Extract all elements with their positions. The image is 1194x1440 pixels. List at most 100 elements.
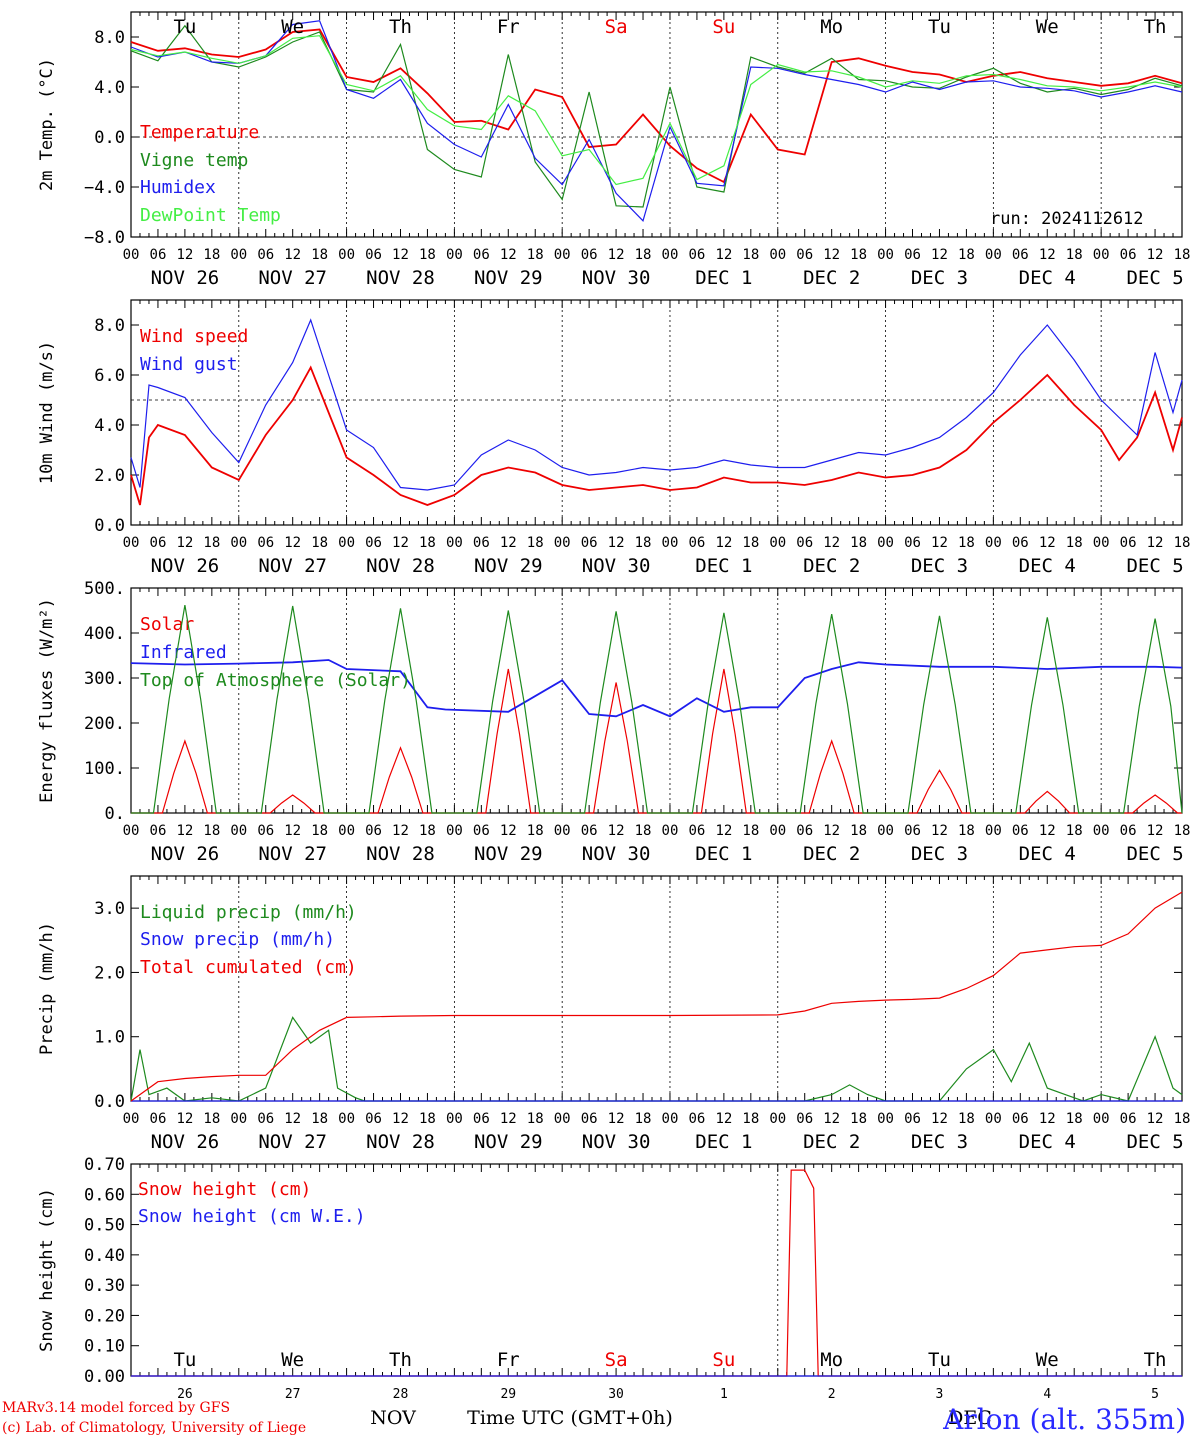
date-label: DEC 5 [1126,1131,1183,1153]
y-tick-label: 200. [84,714,125,734]
weekday-label: Tu [928,16,951,38]
day-number: 1 [720,1387,728,1402]
x-tick-label: 00 [338,247,355,263]
x-tick-label: 06 [473,247,490,263]
x-tick-label: 06 [796,1111,813,1127]
y-tick-label: 2.0 [94,963,125,983]
y-tick-label: 0.20 [84,1306,125,1326]
lab-credit: (c) Lab. of Climatology, University of L… [2,1420,307,1436]
x-tick-label: 06 [473,823,490,839]
x-tick-label: 06 [688,823,705,839]
day-number: 27 [285,1387,301,1402]
x-tick-label: 18 [419,1111,436,1127]
x-tick-label: 00 [123,1111,140,1127]
x-tick-label: 18 [958,535,975,551]
x-tick-label: 06 [904,1111,921,1127]
series-line-wind-speed [130,365,1183,506]
x-tick-label: 12 [608,823,625,839]
x-tick-label: 12 [1039,1111,1056,1127]
y-tick-label: 1.0 [94,1028,125,1048]
x-tick-label: 18 [635,535,652,551]
x-tick-label: 00 [662,247,679,263]
x-tick-label: 18 [958,1111,975,1127]
x-tick-label: 12 [392,1111,409,1127]
date-label: NOV 26 [151,843,220,865]
date-label: NOV 26 [151,1131,220,1153]
y-axis-label: 2m Temp. (°C) [37,58,57,191]
x-tick-label: 12 [284,1111,301,1127]
weekday-label: We [1036,1349,1059,1371]
day-number: 30 [608,1387,624,1402]
x-tick-label: 18 [1174,247,1191,263]
y-tick-label: 0. [105,804,125,824]
x-tick-label: 18 [742,1111,759,1127]
legend-entry: Vigne temp [140,150,248,171]
x-tick-label: 00 [338,823,355,839]
x-tick-label: 00 [769,247,786,263]
weekday-label: Su [712,1349,735,1371]
series-line-total-cumulated-cm- [130,891,1183,1102]
legend-entry: DewPoint Temp [140,205,281,226]
run-label: run: 2024112612 [990,209,1144,229]
x-tick-label: 06 [904,823,921,839]
month-label: DEC [948,1407,992,1429]
x-tick-label: 06 [365,247,382,263]
weekday-label: We [281,16,304,38]
y-tick-label: 0.40 [84,1246,125,1266]
x-tick-label: 18 [419,247,436,263]
date-label: DEC 4 [1019,843,1076,865]
date-label: NOV 27 [258,843,327,865]
x-tick-label: 06 [473,535,490,551]
x-tick-label: 06 [688,1111,705,1127]
y-tick-label: 0.10 [84,1337,125,1357]
x-tick-label: 18 [1174,823,1191,839]
x-tick-label: 18 [635,1111,652,1127]
x-tick-label: 18 [742,247,759,263]
x-tick-label: 00 [769,823,786,839]
x-tick-label: 00 [662,823,679,839]
x-tick-label: 12 [176,247,193,263]
x-tick-label: 00 [877,535,894,551]
x-tick-label: 12 [1039,823,1056,839]
x-tick-label: 18 [1174,1111,1191,1127]
legend-entry: Total cumulated (cm) [140,957,357,978]
y-tick-label: 3.0 [94,899,125,919]
x-tick-label: 12 [608,1111,625,1127]
y-axis-label: Snow height (cm) [37,1188,57,1352]
plot-frame [130,299,1183,526]
y-tick-label: 4.0 [94,416,125,436]
date-label: NOV 30 [582,1131,651,1153]
x-tick-label: 18 [527,823,544,839]
x-tick-label: 00 [1093,247,1110,263]
x-tick-label: 12 [392,247,409,263]
date-label: DEC 3 [911,267,968,289]
weekday-label: We [1036,16,1059,38]
day-number: 29 [500,1387,516,1402]
date-label: DEC 3 [911,1131,968,1153]
weekday-label: Fr [497,16,520,38]
x-tick-label: 18 [635,247,652,263]
date-label: DEC 1 [695,555,752,577]
x-tick-label: 00 [769,535,786,551]
x-tick-label: 12 [284,535,301,551]
y-tick-label: 0.00 [84,1367,125,1387]
series-line-wind-gust [130,318,1183,491]
date-label: NOV 28 [366,555,435,577]
x-tick-label: 18 [850,1111,867,1127]
date-label: DEC 3 [911,843,968,865]
x-tick-label: 12 [931,535,948,551]
x-tick-label: 06 [796,535,813,551]
x-tick-label: 18 [958,247,975,263]
x-tick-label: 06 [1120,535,1137,551]
y-tick-label: 400. [84,624,125,644]
day-number: 2 [828,1387,836,1402]
y-tick-label: −4.0 [84,178,125,198]
y-tick-label: 8.0 [94,28,125,48]
plot-frame [130,11,1183,238]
x-tick-label: 06 [581,535,598,551]
x-tick-label: 12 [823,823,840,839]
x-tick-label: 00 [554,247,571,263]
weekday-label: Tu [928,1349,951,1371]
weekday-label: Sa [605,1349,628,1371]
date-label: DEC 2 [803,843,860,865]
